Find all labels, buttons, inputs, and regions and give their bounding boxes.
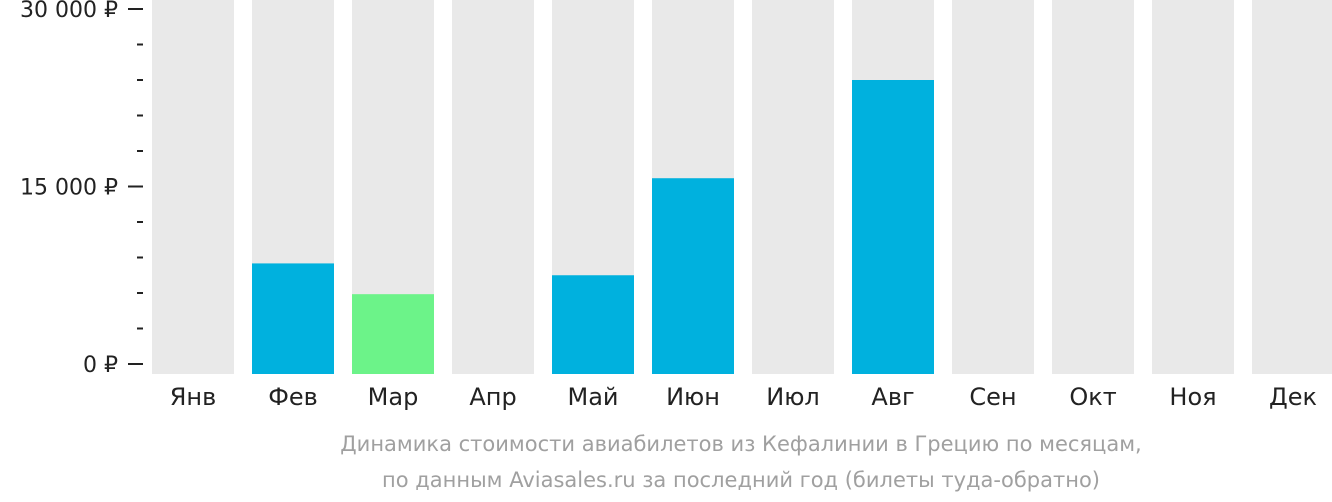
bar-5[interactable] bbox=[552, 275, 634, 374]
x-tick-label: Ноя bbox=[1169, 383, 1216, 411]
bars bbox=[252, 80, 934, 374]
x-tick-label: Июн bbox=[666, 383, 720, 411]
background-column-12 bbox=[1252, 0, 1332, 374]
background-column-4 bbox=[452, 0, 534, 374]
background-column-1 bbox=[152, 0, 234, 374]
bar-3[interactable] bbox=[352, 294, 434, 374]
y-tick-label: 0 ₽ bbox=[83, 353, 118, 378]
x-tick-label: Июл bbox=[766, 383, 820, 411]
x-tick-label: Окт bbox=[1069, 383, 1116, 411]
x-tick-label: Май bbox=[567, 383, 618, 411]
x-tick-label: Янв bbox=[170, 383, 217, 411]
x-tick-label: Апр bbox=[469, 383, 516, 411]
y-tick-label: 15 000 ₽ bbox=[20, 176, 118, 201]
x-tick-label: Фев bbox=[268, 383, 318, 411]
chart-caption-line-1: Динамика стоимости авиабилетов из Кефали… bbox=[340, 432, 1142, 456]
y-tick-label: 30 000 ₽ bbox=[20, 0, 118, 23]
bar-8[interactable] bbox=[852, 80, 934, 374]
x-tick-label: Сен bbox=[969, 383, 1016, 411]
bar-2[interactable] bbox=[252, 263, 334, 374]
x-tick-label: Дек bbox=[1269, 383, 1317, 411]
x-tick-label: Мар bbox=[368, 383, 419, 411]
background-column-10 bbox=[1052, 0, 1134, 374]
background-column-9 bbox=[952, 0, 1034, 374]
background-column-11 bbox=[1152, 0, 1234, 374]
x-tick-label: Авг bbox=[871, 383, 914, 411]
chart-caption-line-2: по данным Aviasales.ru за последний год … bbox=[382, 468, 1100, 492]
y-axis: 30 000 ₽ 15 000 ₽ 0 ₽ bbox=[20, 0, 143, 378]
bar-6[interactable] bbox=[652, 178, 734, 374]
background-column-7 bbox=[752, 0, 834, 374]
x-axis: Янв Фев Мар Апр Май Июн Июл Авг Сен Окт Ноя Дек bbox=[170, 383, 1317, 411]
